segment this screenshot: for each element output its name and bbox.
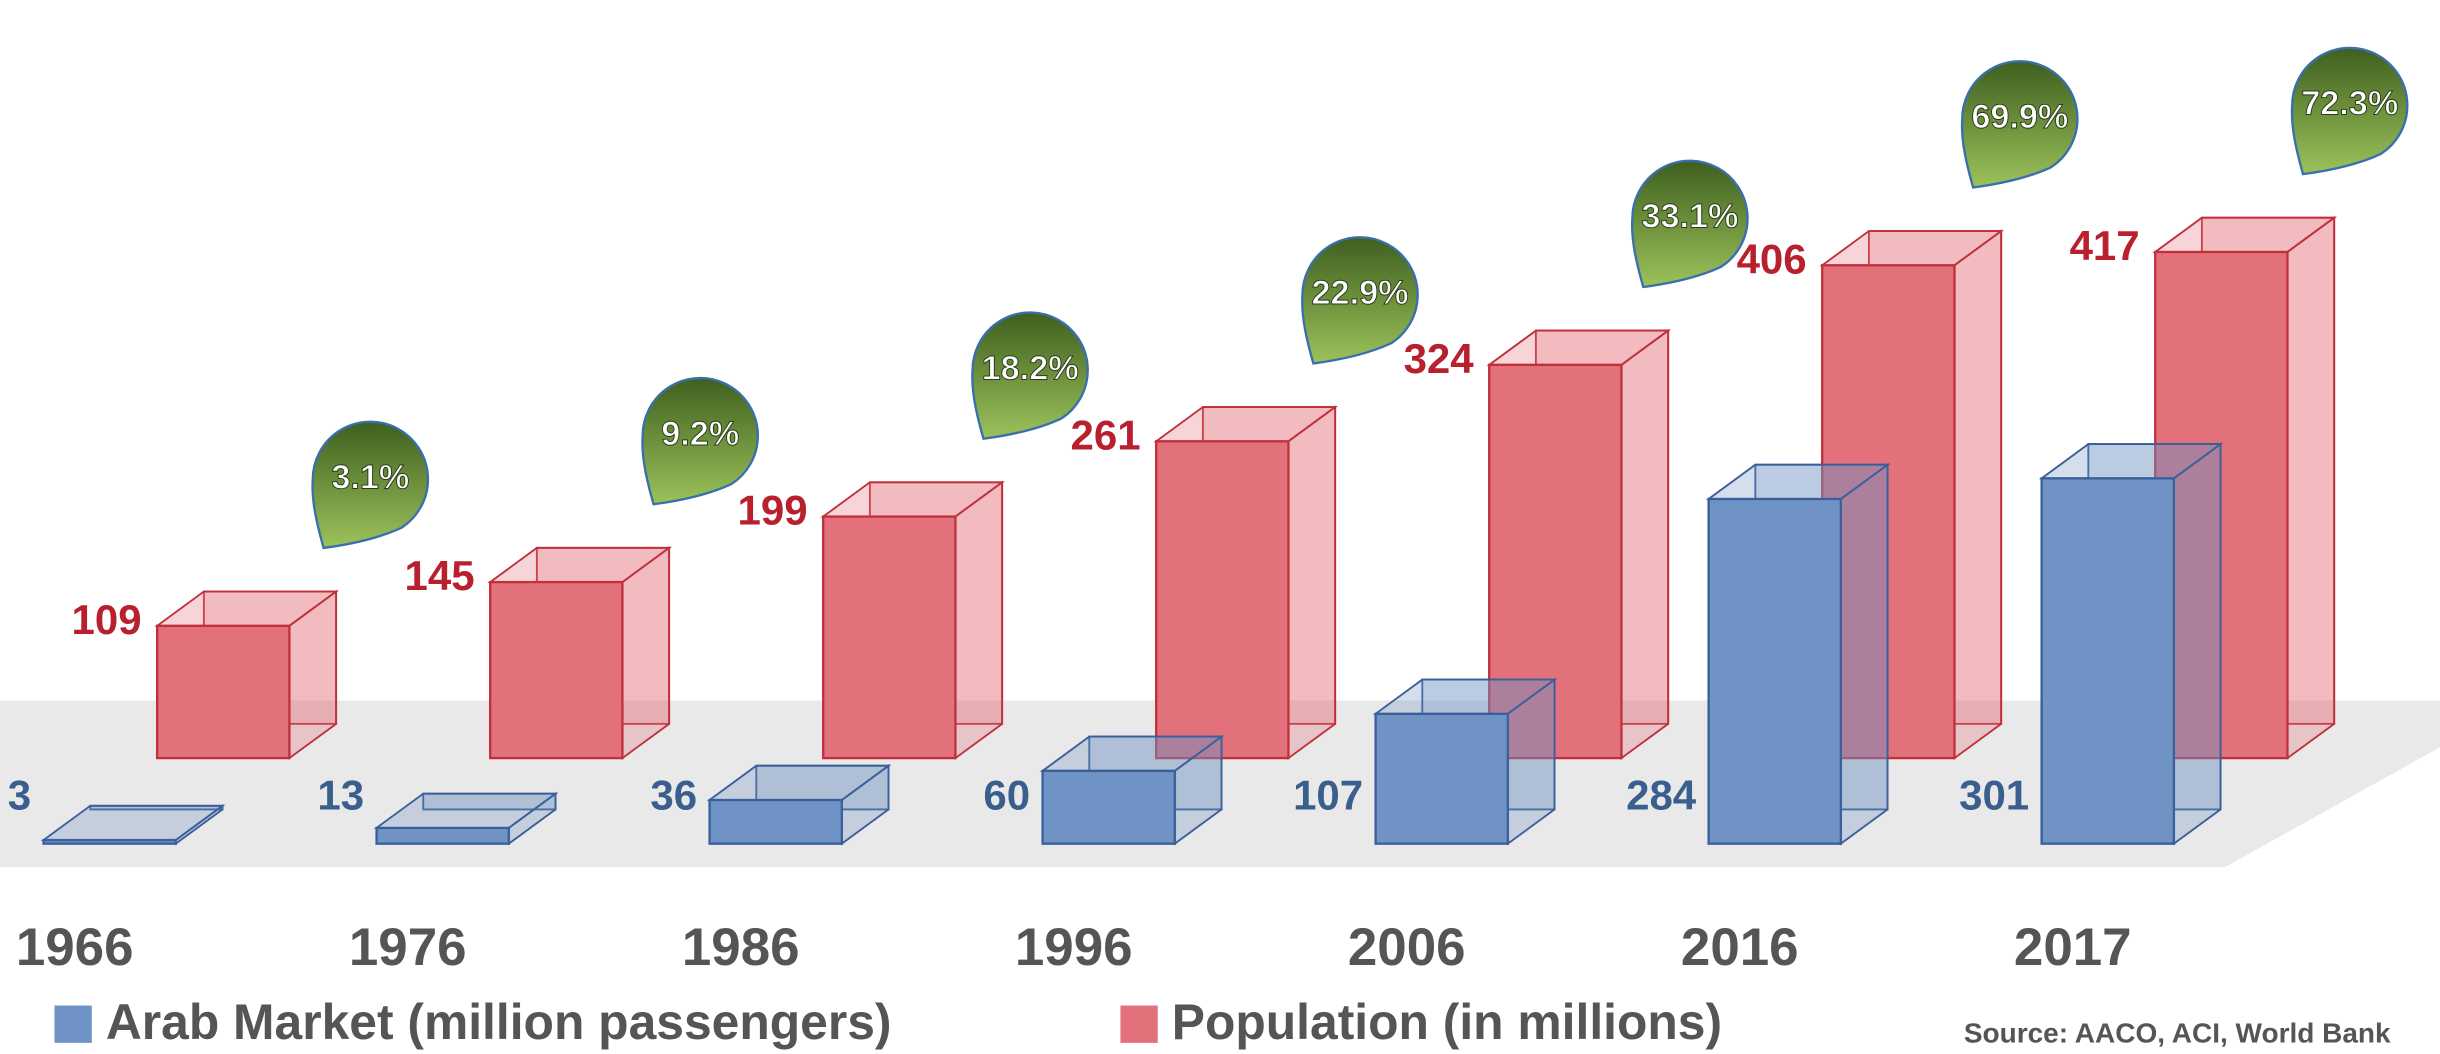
- bar: [375, 826, 511, 845]
- legend-label: Population (in millions): [1172, 994, 1722, 1050]
- ratio-drop: [1301, 236, 1419, 365]
- value-label: 324: [1404, 335, 1475, 382]
- bar: [822, 515, 957, 760]
- source: Source: AACO, ACI, World Bank: [1964, 1017, 2391, 1048]
- bar: [2040, 477, 2176, 845]
- box-side: [954, 480, 1004, 760]
- ratio-drop: [1630, 159, 1749, 289]
- box-side: [288, 589, 338, 760]
- ratio-label: 72.3%: [2301, 85, 2398, 123]
- x-tick-label: 2017: [2014, 918, 2132, 977]
- x-tick-label: 1966: [16, 918, 134, 977]
- ratio-drop: [1960, 60, 2079, 189]
- value-label: 107: [1293, 772, 1363, 819]
- ratio-label: 22.9%: [1312, 274, 1409, 312]
- bar: [156, 624, 291, 760]
- box-side: [621, 546, 671, 760]
- value-label: 301: [1959, 772, 2029, 819]
- value-label: 261: [1071, 411, 1141, 458]
- ratio-drop: [971, 311, 1089, 441]
- bar: [1041, 769, 1177, 845]
- ratio-label: 18.2%: [982, 349, 1079, 387]
- ratio-drop: [641, 376, 759, 506]
- ratio-drop: [2290, 46, 2409, 176]
- box-side: [2172, 442, 2222, 846]
- box-side: [2286, 215, 2336, 760]
- value-label: 36: [650, 772, 697, 819]
- bar: [1707, 497, 1843, 845]
- box-side: [1839, 462, 1889, 846]
- bar: [489, 580, 624, 760]
- box-side: [1953, 229, 2003, 760]
- box-side: [1287, 405, 1337, 760]
- bar: [708, 798, 844, 845]
- box-side: [1173, 734, 1223, 846]
- ratio-drop: [311, 420, 430, 550]
- box-side: [1506, 677, 1556, 846]
- x-tick-label: 1976: [349, 918, 467, 977]
- ratio-label: 33.1%: [1641, 198, 1738, 236]
- box-side: [1620, 328, 1670, 760]
- value-label: 199: [738, 487, 808, 534]
- value-label: 3: [8, 772, 31, 819]
- box-side: [174, 803, 224, 846]
- value-label: 60: [983, 772, 1030, 819]
- x-tick-label: 1996: [1015, 918, 1133, 977]
- value-label: 13: [317, 772, 364, 819]
- ratio-label: 9.2%: [661, 415, 739, 453]
- bar: [1155, 440, 1290, 760]
- box-side: [840, 763, 890, 846]
- legend-label: Arab Market (million passengers): [106, 994, 892, 1050]
- value-label: 284: [1626, 772, 1697, 819]
- value-label: 406: [1737, 235, 1807, 282]
- legend-swatch: [1120, 1005, 1158, 1043]
- x-tick-label: 1986: [682, 918, 800, 977]
- ratio-label: 3.1%: [331, 459, 409, 497]
- legend-swatch: [54, 1005, 92, 1043]
- value-label: 109: [72, 596, 142, 643]
- ratio-label: 69.9%: [1971, 98, 2068, 136]
- value-label: 417: [2070, 222, 2140, 269]
- box-side: [507, 791, 557, 846]
- x-tick-label: 2006: [1348, 918, 1466, 977]
- value-label: 145: [405, 552, 475, 599]
- bar: [1374, 712, 1510, 845]
- x-tick-label: 2016: [1681, 918, 1799, 977]
